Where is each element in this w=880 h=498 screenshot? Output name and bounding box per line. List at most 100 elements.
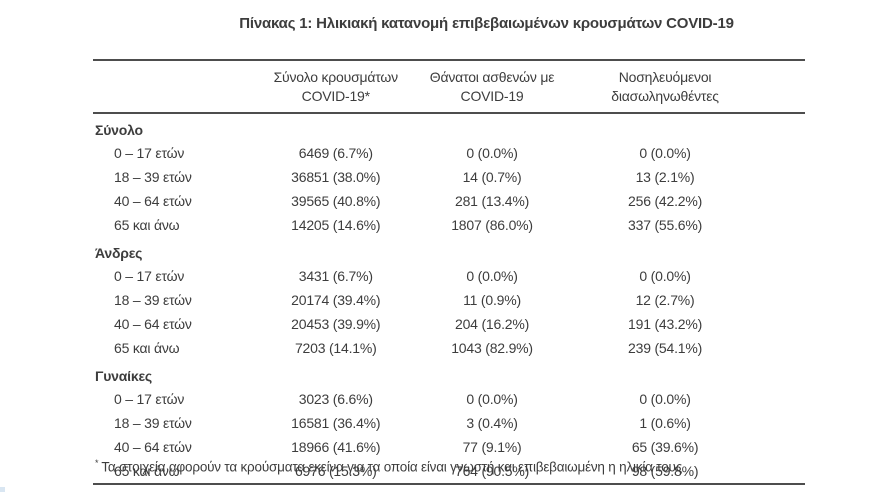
table-row: 18 – 39 ετών 20174 (39.4%) 11 (0.9%) 12 … [93,288,805,312]
deaths-value: 0 (0.0%) [466,268,518,284]
section-header-row: Γυναίκες [93,360,805,387]
cases-value: 16581 (36.4%) [291,415,381,431]
table-row: 40 – 64 ετών 18966 (41.6%) 77 (9.1%) 65 … [93,435,805,459]
spacer-cell [768,288,805,312]
table-title: Πίνακας 1: Ηλικιακή κατανομή επιβεβαιωμέ… [239,15,734,32]
section-total: Σύνολο 0 – 17 ετών 6469 (6.7%) 0 (0.0%) … [93,113,805,237]
age-group-label: 0 – 17 ετών [114,391,185,407]
section-header-row: Άνδρες [93,237,805,264]
deaths-value: 764 (90.5%) [455,463,530,479]
age-group-label: 0 – 17 ετών [114,145,185,161]
spacer-cell [768,435,805,459]
footnote-marker: * [95,458,99,468]
table-row: 0 – 17 ετών 6469 (6.7%) 0 (0.0%) 0 (0.0%… [93,141,805,165]
cases-value: 18966 (41.6%) [291,439,381,455]
deaths-value: 11 (0.9%) [463,292,521,308]
table-row: 65 και άνω 14205 (14.6%) 1807 (86.0%) 33… [93,213,805,237]
table-row: 18 – 39 ετών 36851 (38.0%) 14 (0.7%) 13 … [93,165,805,189]
table-row: 0 – 17 ετών 3431 (6.7%) 0 (0.0%) 0 (0.0%… [93,264,805,288]
age-group-label: 18 – 39 ετών [114,415,192,431]
deaths-value: 281 (13.4%) [455,193,530,209]
cases-value: 14205 (14.6%) [291,217,381,233]
age-group-label: 40 – 64 ετών [114,316,192,332]
cases-value: 3431 (6.7%) [298,268,373,284]
deaths-value: 204 (16.2%) [455,316,530,332]
section-title-men: Άνδρες [95,245,143,261]
deaths-value: 0 (0.0%) [466,145,518,161]
section-header-row: Σύνολο [93,113,805,141]
intubated-value: 1 (0.6%) [639,415,691,431]
cases-value: 36851 (38.0%) [291,169,381,185]
deaths-value: 1807 (86.0%) [451,217,533,233]
spacer-cell [768,165,805,189]
deaths-value: 77 (9.1%) [462,439,522,455]
intubated-value: 12 (2.7%) [635,292,695,308]
deaths-value: 1043 (82.9%) [451,340,533,356]
section-women: Γυναίκες 0 – 17 ετών 3023 (6.6%) 0 (0.0%… [93,360,805,484]
spacer-cell [768,387,805,411]
table-row: 0 – 17 ετών 3023 (6.6%) 0 (0.0%) 0 (0.0%… [93,387,805,411]
column-header-deaths: Θάνατοι ασθενών με COVID-19 [422,60,562,113]
column-header-intubated-line2: διασωληνωθέντες [611,88,719,104]
intubated-value: 13 (2.1%) [635,169,695,185]
cases-value: 6976 (15.3%) [294,463,377,479]
intubated-value: 256 (42.2%) [628,193,703,209]
age-group-label: 40 – 64 ετών [114,193,192,209]
column-header-intubated-line1: Νοσηλευόμενοι [618,69,712,85]
column-header-cases-line1: Σύνολο κρουσμάτων [273,69,399,85]
spacer-cell [768,312,805,336]
age-group-label: 18 – 39 ετών [114,169,192,185]
table-row: 65 και άνω 7203 (14.1%) 1043 (82.9%) 239… [93,336,805,360]
intubated-value: 0 (0.0%) [639,145,691,161]
table-row: 18 – 39 ετών 16581 (36.4%) 3 (0.4%) 1 (0… [93,411,805,435]
age-group-label: 18 – 39 ετών [114,292,192,308]
intubated-value: 65 (39.6%) [631,439,699,455]
table-row: 40 – 64 ετών 39565 (40.8%) 281 (13.4%) 2… [93,189,805,213]
table-row: 65 και άνω 6976 (15.3%) 764 (90.5%) 98 (… [93,459,805,484]
cases-value: 39565 (40.8%) [291,193,381,209]
covid-age-table-wrap: Σύνολο κρουσμάτων COVID-19* Θάνατοι ασθε… [93,59,805,485]
spacer-cell [768,213,805,237]
age-group-label: 0 – 17 ετών [114,268,185,284]
age-group-label: 65 και άνω [114,340,180,356]
age-group-label: 40 – 64 ετών [114,439,192,455]
column-header-intubated: Νοσηλευόμενοι διασωληνωθέντες [562,60,768,113]
cases-value: 6469 (6.7%) [298,145,373,161]
table-header: Σύνολο κρουσμάτων COVID-19* Θάνατοι ασθε… [93,60,805,113]
spacer-cell [768,264,805,288]
section-title-women: Γυναίκες [95,368,152,384]
footnote-text: Τα στοιχεία αφορούν τα κρούσματα εκείνα … [101,459,683,475]
column-header-empty [93,60,250,113]
table-footnote: * Τα στοιχεία αφορούν τα κρούσματα εκείνα… [95,458,855,475]
column-header-cases: Σύνολο κρουσμάτων COVID-19* [250,60,422,113]
section-title-total: Σύνολο [95,122,143,138]
intubated-value: 0 (0.0%) [639,391,691,407]
cases-value: 20453 (39.9%) [291,316,381,332]
intubated-value: 191 (43.2%) [628,316,703,332]
column-header-deaths-line2: COVID-19 [460,88,524,104]
column-header-deaths-line1: Θάνατοι ασθενών με [429,69,555,85]
corner-artifact [0,487,5,492]
spacer-cell [768,141,805,165]
age-group-label: 65 και άνω [114,217,180,233]
cases-value: 7203 (14.1%) [294,340,377,356]
deaths-value: 3 (0.4%) [466,415,518,431]
spacer-cell [768,336,805,360]
spacer-cell [768,189,805,213]
age-group-label: 65 και άνω [114,463,180,479]
intubated-value: 337 (55.6%) [628,217,703,233]
deaths-value: 14 (0.7%) [462,169,522,185]
intubated-value: 0 (0.0%) [639,268,691,284]
table-row: 40 – 64 ετών 20453 (39.9%) 204 (16.2%) 1… [93,312,805,336]
spacer-cell [768,411,805,435]
intubated-value: 98 (59.8%) [631,463,699,479]
column-header-spacer [768,60,805,113]
section-men: Άνδρες 0 – 17 ετών 3431 (6.7%) 0 (0.0%) … [93,237,805,360]
column-header-cases-line2: COVID-19* [301,88,370,104]
cases-value: 3023 (6.6%) [298,391,373,407]
intubated-value: 239 (54.1%) [628,340,703,356]
cases-value: 20174 (39.4%) [291,292,381,308]
covid-age-table: Σύνολο κρουσμάτων COVID-19* Θάνατοι ασθε… [93,59,805,485]
deaths-value: 0 (0.0%) [466,391,518,407]
